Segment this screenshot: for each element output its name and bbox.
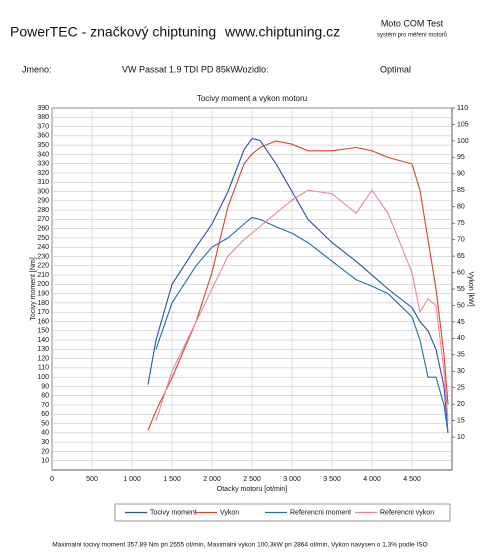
y-tick-label: 190	[37, 290, 49, 297]
legend-label: Tocivy moment	[150, 509, 197, 516]
legend-label: Vykon	[220, 509, 239, 516]
y-tick-label: 40	[41, 430, 49, 437]
x-tick-label: 4 000	[363, 476, 381, 483]
y-tick-label: 100	[37, 374, 49, 381]
y2-tick-label: 80	[457, 204, 465, 211]
company: Moto COM Test	[381, 18, 444, 28]
x-tick-label: 2 500	[243, 476, 261, 483]
x-tick-label: 1 000	[123, 476, 141, 483]
y-tick-label: 20	[41, 448, 49, 455]
y-tick-label: 260	[37, 226, 49, 233]
y2-tick-label: 10	[457, 434, 465, 441]
y2-tick-label: 15	[457, 417, 465, 424]
x-tick-label: 2 000	[203, 476, 221, 483]
name-value: VW Passat 1.9 TDI PD 85kW	[122, 64, 239, 74]
y2-tick-label: 90	[457, 171, 465, 178]
y-tick-label: 290	[37, 198, 49, 205]
y-tick-label: 230	[37, 253, 49, 260]
y-tick-label: 30	[41, 439, 49, 446]
x-tick-label: 1 500	[163, 476, 181, 483]
x-axis-label: Otacky motoru [ot/min]	[217, 486, 287, 493]
y-tick-label: 150	[37, 328, 49, 335]
y-tick-label: 110	[38, 365, 49, 372]
y2-tick-label: 95	[457, 154, 465, 161]
x-tick-label: 500	[86, 476, 98, 483]
y-tick-label: 130	[37, 346, 49, 353]
y-tick-label: 370	[37, 123, 49, 130]
y2-tick-label: 110	[457, 105, 468, 112]
chart-title: Tocivy moment a vykon motoru	[197, 94, 307, 103]
y-tick-label: 320	[37, 170, 49, 177]
y-tick-label: 180	[37, 300, 49, 307]
y2-tick-label: 45	[457, 319, 465, 326]
x-tick-label: 3 500	[323, 476, 341, 483]
y-tick-label: 310	[37, 179, 49, 186]
y-tick-label: 90	[41, 383, 49, 390]
y-tick-label: 360	[37, 133, 49, 140]
y-tick-label: 170	[37, 309, 49, 316]
y2-tick-label: 25	[457, 385, 465, 392]
series-line	[155, 216, 449, 433]
y-tick-label: 390	[37, 105, 49, 112]
y2-tick-label: 35	[457, 352, 465, 359]
y2-tick-label: 50	[457, 302, 465, 309]
x-tick-label: 4 500	[403, 476, 421, 483]
x-tick-label: 0	[50, 476, 54, 483]
brand: PowerTEC - značkový chiptuning	[10, 24, 216, 40]
y-tick-label: 60	[41, 411, 49, 418]
y-tick-label: 220	[37, 263, 49, 270]
y-tick-label: 50	[41, 420, 49, 427]
y2-tick-label: 70	[457, 236, 465, 243]
legend-label: Referencni vykon	[380, 509, 434, 516]
y2-tick-label: 100	[457, 138, 469, 145]
y-tick-label: 120	[37, 355, 49, 362]
y2-tick-label: 75	[457, 220, 465, 227]
y2-tick-label: 105	[457, 121, 469, 128]
y-tick-label: 160	[37, 318, 49, 325]
y-tick-label: 380	[37, 114, 49, 121]
y-tick-label: 340	[37, 151, 49, 158]
series-line	[147, 137, 449, 433]
y-tick-label: 80	[41, 393, 49, 400]
y-tick-label: 300	[37, 188, 49, 195]
y-tick-label: 70	[41, 402, 49, 409]
y-tick-label: 10	[41, 458, 49, 465]
y-axis-label: Tocivy moment [Nm]	[30, 257, 37, 320]
y2-tick-label: 55	[457, 286, 465, 293]
y-tick-label: 270	[37, 216, 49, 223]
y2-tick-label: 85	[457, 187, 465, 194]
y-tick-label: 330	[37, 161, 49, 168]
x-tick-label: 3 000	[283, 476, 301, 483]
y-tick-label: 350	[37, 142, 49, 149]
y-tick-label: 200	[37, 281, 49, 288]
company-sub: systém pro měření motorů	[377, 32, 447, 39]
y-tick-label: 140	[37, 337, 49, 344]
y-tick-label: 250	[37, 235, 49, 242]
y2-axis-label: Vykon [kW]	[467, 271, 474, 306]
footer: Maximalni tocivy moment 357,89 Nm pri 25…	[52, 542, 428, 549]
vehicle-label: Vozidlo:	[237, 64, 269, 74]
y-tick-label: 280	[37, 207, 49, 214]
legend-box	[114, 503, 451, 522]
legend-label: Referencni moment	[290, 509, 351, 516]
y2-tick-label: 30	[457, 368, 465, 375]
name-label: Jmeno:	[22, 64, 52, 74]
vehicle-value: Optimal	[380, 64, 411, 74]
y2-tick-label: 60	[457, 269, 465, 276]
y2-tick-label: 20	[457, 401, 465, 408]
series-line	[155, 189, 449, 421]
y-tick-label: 240	[37, 244, 49, 251]
y2-tick-label: 40	[457, 335, 465, 342]
y-tick-label: 210	[37, 272, 49, 279]
y2-tick-label: 65	[457, 253, 465, 260]
series-line	[147, 140, 449, 431]
site: www.chiptuning.cz	[224, 24, 340, 40]
